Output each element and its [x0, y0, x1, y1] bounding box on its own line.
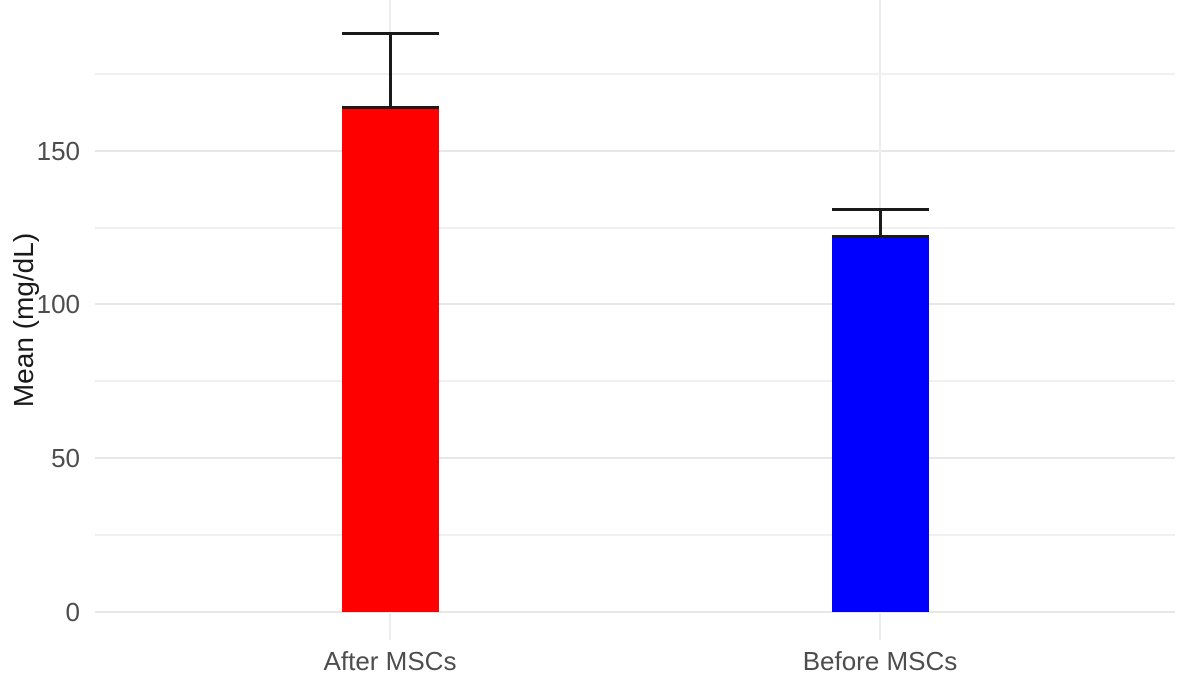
x-category-label-before-mscs: Before MSCs — [802, 646, 958, 676]
error-bar-upper-cap-after-mscs — [341, 32, 439, 36]
bar-after-mscs — [341, 107, 439, 612]
y-axis-title: Mean (mg/dL) — [8, 232, 39, 408]
gridline-major-y100 — [95, 303, 1175, 306]
y-tick-label-0: 0 — [65, 596, 80, 627]
x-category-label-after-mscs: After MSCs — [323, 646, 457, 676]
bar-before-mscs — [831, 236, 929, 612]
y-tick-label-150: 150 — [36, 135, 80, 166]
error-bar-upper-cap-before-mscs — [831, 207, 929, 211]
gridline-minor-y125 — [95, 226, 1175, 229]
gridline-minor-y25 — [95, 533, 1175, 536]
gridline-major-y150 — [95, 149, 1175, 152]
error-bar-line-after-mscs — [388, 33, 392, 108]
y-tick-label-50: 50 — [51, 443, 80, 474]
y-tick-label-100: 100 — [36, 289, 80, 320]
error-bar-lower-cap-before-mscs — [831, 235, 929, 239]
gridline-major-y50 — [95, 457, 1175, 460]
gridline-minor-y175 — [95, 72, 1175, 75]
error-bar-line-before-mscs — [878, 209, 882, 237]
gridline-minor-y75 — [95, 380, 1175, 383]
error-bar-lower-cap-after-mscs — [341, 106, 439, 110]
gridline-major-y0 — [95, 610, 1175, 613]
